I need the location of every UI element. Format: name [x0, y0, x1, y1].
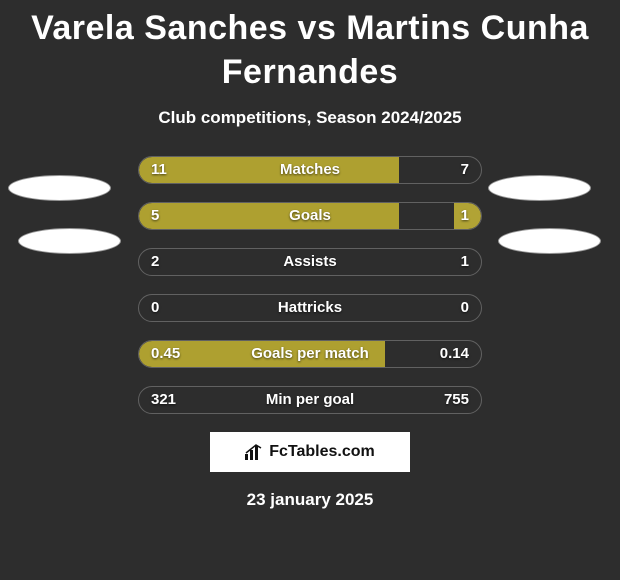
stat-right-value: 0 [461, 295, 469, 321]
stat-row: 0.450.14Goals per match [138, 340, 482, 368]
stat-right-value: 1 [461, 249, 469, 275]
stat-left-value: 5 [151, 203, 159, 229]
brand-badge: FcTables.com [210, 432, 410, 472]
stat-label: Hattricks [139, 295, 481, 321]
stat-left-value: 11 [151, 157, 167, 183]
stat-row: 0 0Hattricks [138, 294, 482, 322]
stat-left-value: 0 [151, 295, 159, 321]
stat-left-fill [139, 203, 399, 229]
stat-left-value: 0.45 [151, 341, 180, 367]
chart-icon [245, 444, 263, 460]
stat-row: 51Goals [138, 202, 482, 230]
stat-label: Assists [139, 249, 481, 275]
stat-right-value: 755 [444, 387, 469, 413]
stat-label: Min per goal [139, 387, 481, 413]
decorative-ellipse [498, 228, 601, 254]
stat-left-fill [139, 157, 399, 183]
date-label: 23 january 2025 [0, 490, 620, 510]
stats-container: 117Matches51Goals21Assists00Hattricks0.4… [138, 156, 482, 414]
brand-text: FcTables.com [269, 443, 375, 461]
decorative-ellipse [18, 228, 121, 254]
decorative-ellipse [8, 175, 111, 201]
stat-right-value: 1 [461, 203, 469, 229]
stat-left-value: 321 [151, 387, 176, 413]
stat-right-value: 7 [461, 157, 469, 183]
subtitle: Club competitions, Season 2024/2025 [0, 108, 620, 128]
stat-row: 117Matches [138, 156, 482, 184]
stat-row: 2 1Assists [138, 248, 482, 276]
decorative-ellipse [488, 175, 591, 201]
stat-right-value: 0.14 [440, 341, 469, 367]
stat-left-value: 2 [151, 249, 159, 275]
stat-row: 321 755Min per goal [138, 386, 482, 414]
page-title: Varela Sanches vs Martins Cunha Fernande… [0, 0, 620, 94]
